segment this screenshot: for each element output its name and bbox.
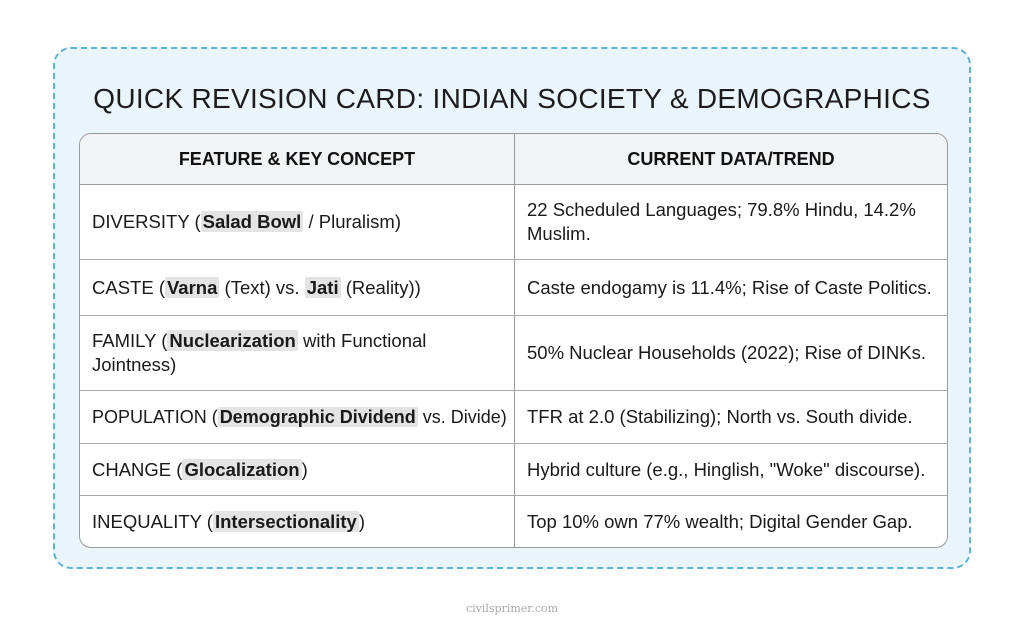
data-table: FEATURE & KEY CONCEPT CURRENT DATA/TREND… — [79, 133, 948, 548]
header-trend: CURRENT DATA/TREND — [627, 148, 835, 169]
table-row: DIVERSITY (Salad Bowl / Pluralism) 22 Sc… — [80, 185, 947, 260]
table-row: FAMILY (Nuclearization with Functional J… — [80, 316, 947, 391]
feature-cell: FAMILY (Nuclearization with Functional J… — [80, 316, 515, 390]
revision-card: QUICK REVISION CARD: INDIAN SOCIETY & DE… — [53, 47, 971, 569]
feature-cell: DIVERSITY (Salad Bowl / Pluralism) — [80, 185, 515, 259]
trend-cell: 22 Scheduled Languages; 79.8% Hindu, 14.… — [527, 199, 916, 244]
table-row: INEQUALITY (Intersectionality) Top 10% o… — [80, 496, 947, 547]
key-concept: Jati — [304, 276, 341, 298]
table-row: CASTE (Varna (Text) vs. Jati (Reality)) … — [80, 260, 947, 316]
trend-cell: Hybrid culture (e.g., Hinglish, "Woke" d… — [527, 458, 926, 480]
feature-cell: POPULATION (Demographic Dividend vs. Div… — [80, 391, 515, 443]
key-concept: Intersectionality — [212, 511, 359, 532]
feature-cell: CASTE (Varna (Text) vs. Jati (Reality)) — [80, 260, 515, 315]
feature-cell: CHANGE (Glocalization) — [80, 444, 515, 495]
key-concept: Nuclearization — [167, 330, 298, 351]
trend-cell: Top 10% own 77% wealth; Digital Gender G… — [527, 511, 913, 532]
key-concept: Salad Bowl — [200, 211, 304, 232]
trend-cell: 50% Nuclear Households (2022); Rise of D… — [527, 342, 926, 363]
trend-cell: Caste endogamy is 11.4%; Rise of Caste P… — [527, 276, 932, 298]
header-feature: FEATURE & KEY CONCEPT — [80, 134, 515, 184]
table-row: POPULATION (Demographic Dividend vs. Div… — [80, 391, 947, 444]
key-concept: Glocalization — [182, 458, 302, 480]
footer-watermark: civilsprimer.com — [465, 602, 559, 615]
table-row: CHANGE (Glocalization) Hybrid culture (e… — [80, 444, 947, 496]
table-header: FEATURE & KEY CONCEPT CURRENT DATA/TREND — [80, 134, 947, 185]
key-concept: Varna — [164, 276, 220, 298]
trend-cell: TFR at 2.0 (Stabilizing); North vs. Sout… — [527, 406, 913, 427]
feature-cell: INEQUALITY (Intersectionality) — [80, 496, 515, 547]
card-title: QUICK REVISION CARD: INDIAN SOCIETY & DE… — [93, 83, 931, 114]
key-concept: Demographic Dividend — [217, 407, 418, 427]
